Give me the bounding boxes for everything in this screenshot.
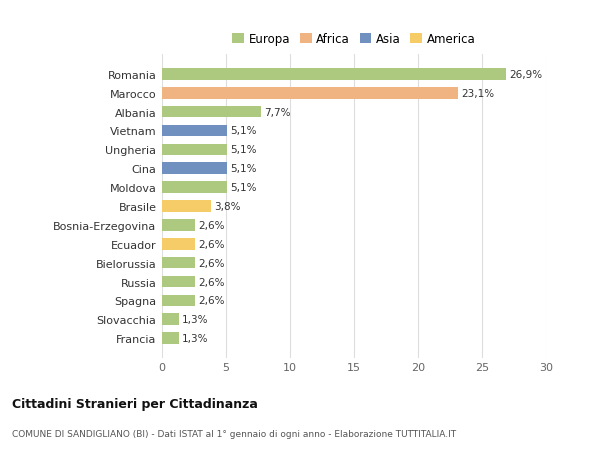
Bar: [162, 69, 506, 80]
Text: 5,1%: 5,1%: [230, 183, 257, 193]
Bar: [162, 201, 211, 213]
Text: 1,3%: 1,3%: [182, 314, 208, 325]
Text: 5,1%: 5,1%: [230, 126, 257, 136]
Bar: [162, 295, 195, 307]
Text: 2,6%: 2,6%: [199, 220, 225, 230]
Bar: [162, 219, 195, 231]
Text: 7,7%: 7,7%: [264, 107, 290, 118]
Bar: [162, 163, 227, 175]
Bar: [162, 238, 195, 250]
Bar: [162, 106, 260, 118]
Text: 5,1%: 5,1%: [230, 164, 257, 174]
Bar: [162, 125, 227, 137]
Text: 2,6%: 2,6%: [199, 258, 225, 268]
Bar: [162, 333, 179, 344]
Bar: [162, 88, 458, 99]
Text: COMUNE DI SANDIGLIANO (BI) - Dati ISTAT al 1° gennaio di ogni anno - Elaborazion: COMUNE DI SANDIGLIANO (BI) - Dati ISTAT …: [12, 429, 456, 438]
Bar: [162, 144, 227, 156]
Text: 5,1%: 5,1%: [230, 145, 257, 155]
Text: 2,6%: 2,6%: [199, 277, 225, 287]
Bar: [162, 257, 195, 269]
Text: 1,3%: 1,3%: [182, 333, 208, 343]
Bar: [162, 182, 227, 194]
Legend: Europa, Africa, Asia, America: Europa, Africa, Asia, America: [230, 31, 478, 48]
Text: Cittadini Stranieri per Cittadinanza: Cittadini Stranieri per Cittadinanza: [12, 397, 258, 410]
Text: 2,6%: 2,6%: [199, 296, 225, 306]
Text: 2,6%: 2,6%: [199, 239, 225, 249]
Bar: [162, 276, 195, 288]
Text: 23,1%: 23,1%: [461, 89, 494, 99]
Text: 26,9%: 26,9%: [509, 70, 542, 80]
Bar: [162, 314, 179, 325]
Text: 3,8%: 3,8%: [214, 202, 241, 212]
